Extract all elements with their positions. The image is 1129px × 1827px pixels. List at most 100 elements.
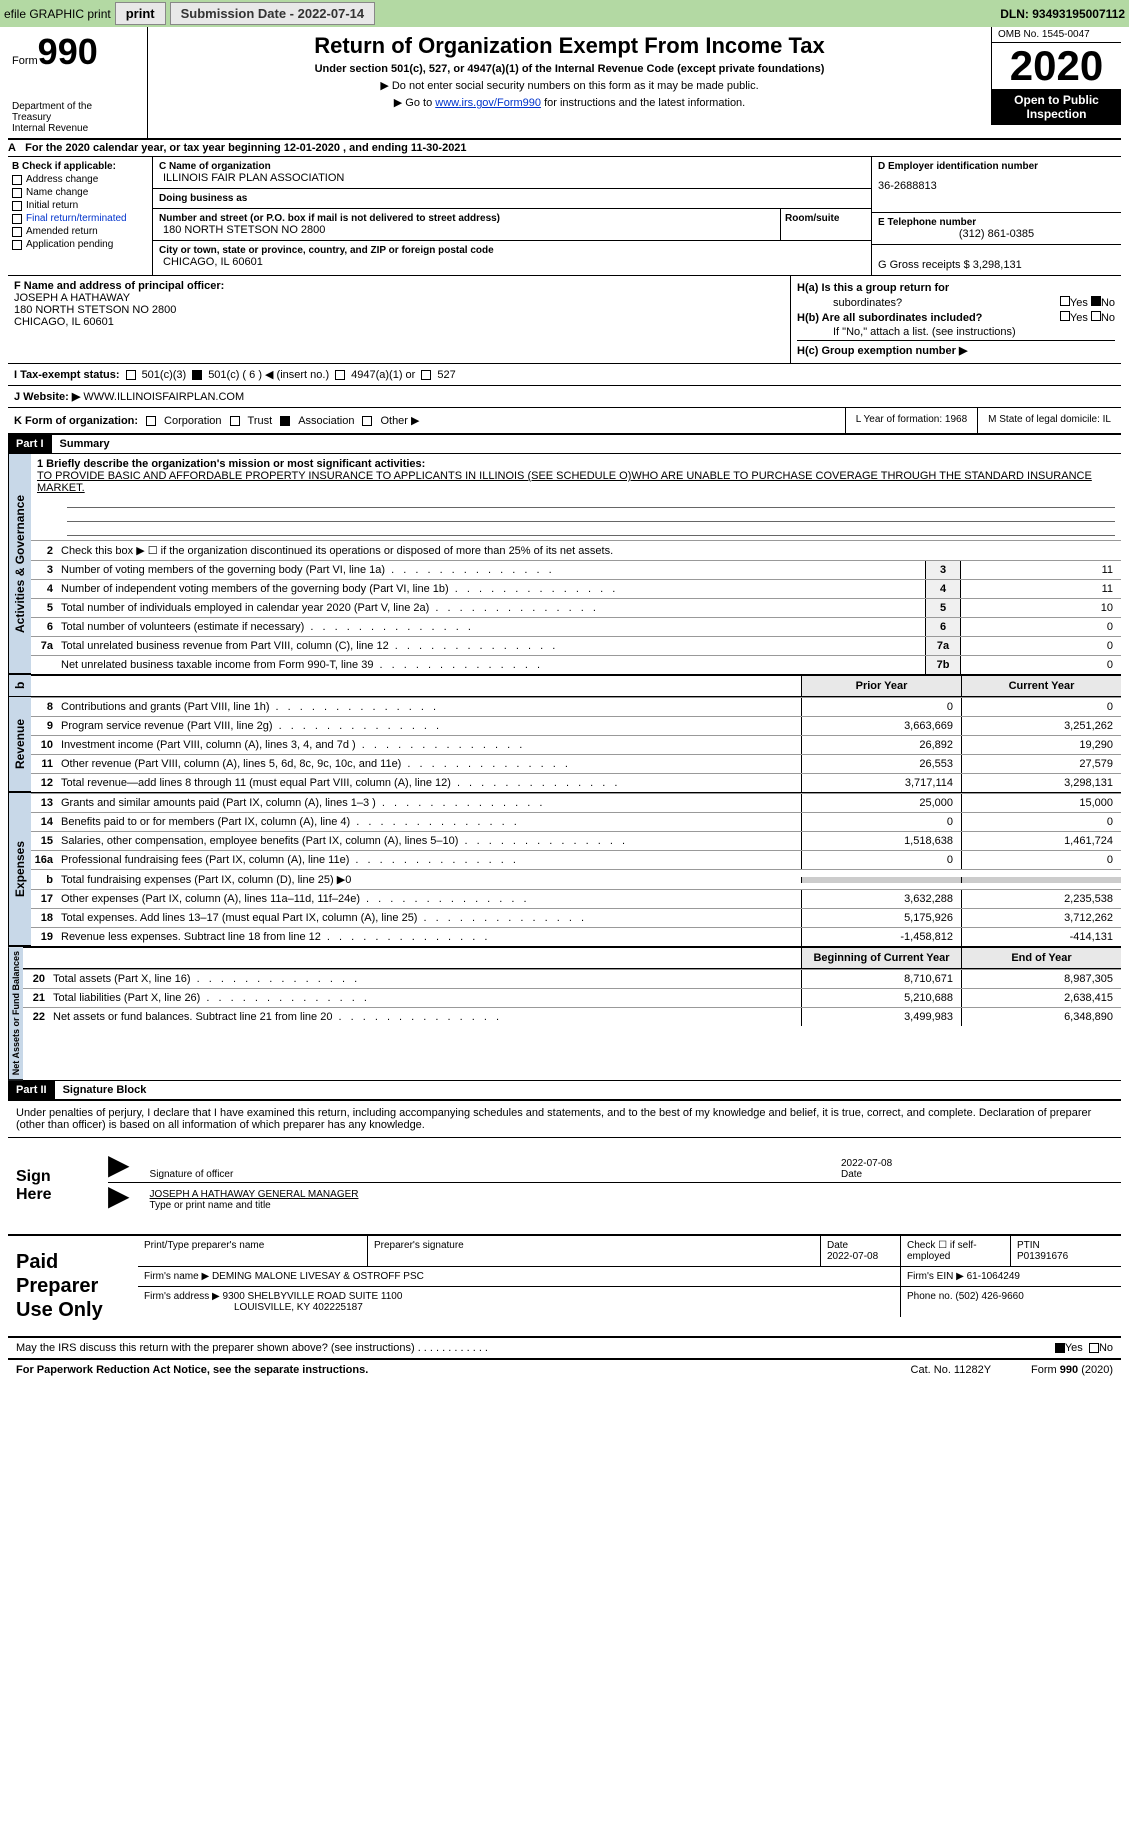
dept-label: Department of theTreasuryInternal Revenu… xyxy=(12,101,143,134)
org-name: ILLINOIS FAIR PLAN ASSOCIATION xyxy=(163,172,865,184)
cb-hb-no[interactable] xyxy=(1091,311,1101,321)
q1-label: 1 Briefly describe the organization's mi… xyxy=(37,458,1115,470)
city-label: City or town, state or province, country… xyxy=(159,245,865,256)
name-label: C Name of organization xyxy=(159,161,865,172)
efile-label: efile GRAPHIC print xyxy=(4,7,111,21)
line-13: 13Grants and similar amounts paid (Part … xyxy=(31,793,1121,812)
cb-discuss-yes[interactable] xyxy=(1055,1343,1065,1353)
line-4: 4Number of independent voting members of… xyxy=(31,579,1121,598)
form-title: Return of Organization Exempt From Incom… xyxy=(154,33,985,59)
line-19: 19Revenue less expenses. Subtract line 1… xyxy=(31,927,1121,946)
room-label: Room/suite xyxy=(785,213,867,224)
cb-4947[interactable] xyxy=(335,370,345,380)
open-public: Open to Public Inspection xyxy=(992,89,1121,125)
officer-city: CHICAGO, IL 60601 xyxy=(14,316,784,328)
cb-amended[interactable] xyxy=(12,227,22,237)
vlabel-governance: Activities & Governance xyxy=(8,454,31,674)
d-label: D Employer identification number xyxy=(878,161,1115,172)
cb-other[interactable] xyxy=(362,416,372,426)
sig-intro: Under penalties of perjury, I declare th… xyxy=(8,1100,1121,1137)
line-7b: Net unrelated business taxable income fr… xyxy=(31,655,1121,674)
cat-no: Cat. No. 11282Y xyxy=(911,1364,992,1376)
cb-trust[interactable] xyxy=(230,416,240,426)
line-7a: 7aTotal unrelated business revenue from … xyxy=(31,636,1121,655)
submission-date: Submission Date - 2022-07-14 xyxy=(170,2,376,25)
cb-initial[interactable] xyxy=(12,201,22,211)
info-grid: B Check if applicable: Address change Na… xyxy=(8,157,1121,276)
firm-phone: (502) 426-9660 xyxy=(955,1291,1023,1302)
line-8: 8Contributions and grants (Part VIII, li… xyxy=(31,697,1121,716)
cb-pending[interactable] xyxy=(12,240,22,250)
form-ref: Form 990 (2020) xyxy=(1031,1364,1113,1376)
cb-name[interactable] xyxy=(12,188,22,198)
cb-assoc[interactable] xyxy=(280,416,290,426)
firm-addr1: 9300 SHELBYVILLE ROAD SUITE 1100 xyxy=(223,1291,403,1302)
e-label: E Telephone number xyxy=(878,217,1115,228)
officer-street: 180 NORTH STETSON NO 2800 xyxy=(14,304,784,316)
line-b: bTotal fundraising expenses (Part IX, co… xyxy=(31,869,1121,889)
f-label: F Name and address of principal officer: xyxy=(14,280,784,292)
cb-501c3[interactable] xyxy=(126,370,136,380)
website: WWW.ILLINOISFAIRPLAN.COM xyxy=(83,391,244,403)
line-12: 12Total revenue—add lines 8 through 11 (… xyxy=(31,773,1121,792)
cb-501c[interactable] xyxy=(192,370,202,380)
cb-corp[interactable] xyxy=(146,416,156,426)
vlabel-b: b xyxy=(8,675,31,697)
line-21: 21Total liabilities (Part X, line 26)5,2… xyxy=(23,988,1121,1007)
discuss-text: May the IRS discuss this return with the… xyxy=(16,1342,1055,1354)
dln: DLN: 93493195007112 xyxy=(1000,7,1125,21)
line-6: 6Total number of volunteers (estimate if… xyxy=(31,617,1121,636)
cb-final[interactable] xyxy=(12,214,22,224)
line-9: 9Program service revenue (Part VIII, lin… xyxy=(31,716,1121,735)
line-11: 11Other revenue (Part VIII, column (A), … xyxy=(31,754,1121,773)
street-label: Number and street (or P.O. box if mail i… xyxy=(159,213,774,224)
line-l: L Year of formation: 1968 xyxy=(845,408,977,433)
cb-address[interactable] xyxy=(12,175,22,185)
phone: (312) 861-0385 xyxy=(878,228,1115,240)
cb-hb-yes[interactable] xyxy=(1060,311,1070,321)
officer-box: F Name and address of principal officer:… xyxy=(8,276,1121,364)
form-prefix: Form xyxy=(12,55,38,67)
ha-label: H(a) Is this a group return for xyxy=(797,282,949,294)
line-3: 3Number of voting members of the governi… xyxy=(31,560,1121,579)
note-2: ▶ Go to www.irs.gov/Form990 for instruct… xyxy=(154,96,985,109)
line-a: A For the 2020 calendar year, or tax yea… xyxy=(8,140,1121,157)
dba-label: Doing business as xyxy=(159,193,865,204)
irs-link[interactable]: www.irs.gov/Form990 xyxy=(435,97,541,109)
line-15: 15Salaries, other compensation, employee… xyxy=(31,831,1121,850)
line-m: M State of legal domicile: IL xyxy=(977,408,1121,433)
q2: Check this box ▶ ☐ if the organization d… xyxy=(59,541,1121,560)
end-year-head: End of Year xyxy=(961,948,1121,968)
begin-year-head: Beginning of Current Year xyxy=(801,948,961,968)
note-1: ▶ Do not enter social security numbers o… xyxy=(154,79,985,92)
line-k: K Form of organization: Corporation Trus… xyxy=(8,408,1121,434)
ein: 36-2688813 xyxy=(878,180,1115,192)
g-receipts: G Gross receipts $ 3,298,131 xyxy=(878,259,1115,271)
line-14: 14Benefits paid to or for members (Part … xyxy=(31,812,1121,831)
cb-ha-no[interactable] xyxy=(1091,296,1101,306)
vlabel-revenue: Revenue xyxy=(8,697,31,792)
firm-name: DEMING MALONE LIVESAY & OSTROFF PSC xyxy=(212,1271,424,1282)
firm-addr2: LOUISVILLE, KY 402225187 xyxy=(234,1302,363,1313)
paid-preparer: PaidPreparerUse Only Print/Type preparer… xyxy=(8,1236,1121,1338)
current-year-head: Current Year xyxy=(961,676,1121,696)
hb-label: H(b) Are all subordinates included? xyxy=(797,312,982,324)
firm-ein: 61-1064249 xyxy=(967,1271,1020,1282)
line-16a: 16aProfessional fundraising fees (Part I… xyxy=(31,850,1121,869)
cb-527[interactable] xyxy=(421,370,431,380)
mission-text: TO PROVIDE BASIC AND AFFORDABLE PROPERTY… xyxy=(37,470,1115,494)
hc-label: H(c) Group exemption number ▶ xyxy=(797,344,967,357)
form-number: 990 xyxy=(38,31,98,72)
line-17: 17Other expenses (Part IX, column (A), l… xyxy=(31,889,1121,908)
pra-notice: For Paperwork Reduction Act Notice, see … xyxy=(16,1364,871,1376)
line-10: 10Investment income (Part VIII, column (… xyxy=(31,735,1121,754)
top-bar: efile GRAPHIC print print Submission Dat… xyxy=(0,0,1129,27)
print-button[interactable]: print xyxy=(115,2,166,25)
cb-discuss-no[interactable] xyxy=(1089,1343,1099,1353)
ptin: P01391676 xyxy=(1017,1251,1068,1262)
cb-ha-yes[interactable] xyxy=(1060,296,1070,306)
form-header: Form990 Department of theTreasuryInterna… xyxy=(8,27,1121,140)
form-subtitle: Under section 501(c), 527, or 4947(a)(1)… xyxy=(154,63,985,75)
vlabel-expenses: Expenses xyxy=(8,793,31,946)
line-5: 5Total number of individuals employed in… xyxy=(31,598,1121,617)
